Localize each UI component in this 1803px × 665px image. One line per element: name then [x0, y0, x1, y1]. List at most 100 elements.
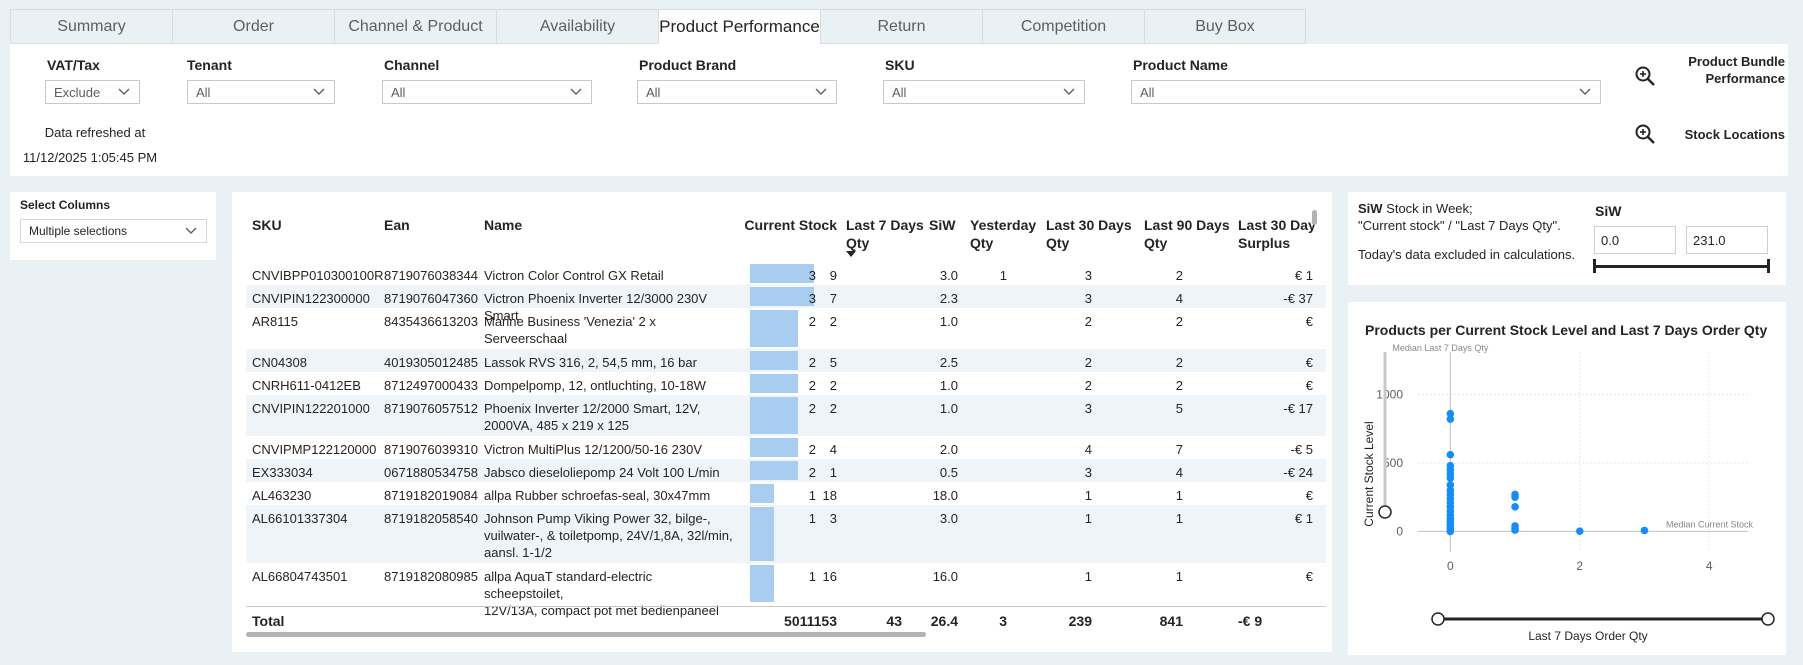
cell-name-line: aansl. 1-1/2 — [484, 545, 552, 560]
col-last-90-days-qty[interactable]: Last 90 Days Qty — [1144, 216, 1230, 252]
table-row[interactable]: CN04308 4019305012485 5 2.5 2 2 € Lassok RVS 31… — [246, 349, 1326, 372]
table-row[interactable]: CNVIPMP122120000 8719076039310 4 2.0 4 7 -€ 5 V… — [246, 436, 1326, 459]
sku-dropdown[interactable]: All — [883, 80, 1085, 104]
cell-last7: 3 — [808, 268, 816, 283]
total-siw: 26.4 — [930, 613, 958, 629]
channel-dropdown[interactable]: All — [382, 80, 592, 104]
cell-l30: 1 — [1084, 511, 1092, 526]
cell-yest: 1 — [999, 268, 1007, 283]
siw-line2: "Current stock" / "Last 7 Days Qty". — [1358, 218, 1561, 233]
siw-slicer-label: SiW — [1595, 203, 1622, 219]
siw-max-input[interactable]: 231.0 — [1686, 226, 1768, 254]
tab-product-performance[interactable]: Product Performance — [658, 9, 820, 44]
col-sku[interactable]: SKU — [252, 217, 282, 233]
table-row[interactable]: AL66101337304 8719182058540 3 3.0 1 1 € 1 Johns… — [246, 505, 1326, 563]
cell-siw: 1.0 — [939, 401, 958, 416]
tenant-label: Tenant — [187, 57, 232, 73]
cell-last7: 2 — [808, 442, 816, 457]
cell-ean: 8719182019084 — [384, 488, 478, 503]
last7-bar — [750, 507, 774, 561]
cell-sur: € — [1305, 355, 1313, 370]
data-point — [1511, 526, 1519, 534]
cell-sur: € — [1305, 378, 1313, 393]
cell-stock: 18 — [822, 488, 837, 503]
tab-competition[interactable]: Competition — [982, 9, 1144, 44]
tab-channel-product[interactable]: Channel & Product — [334, 9, 496, 44]
select-columns-value: Multiple selections — [29, 224, 128, 238]
cell-l90: 7 — [1175, 442, 1183, 457]
product-bundle-performance-link[interactable]: Product Bundle Performance — [1660, 53, 1785, 87]
median-y-annotation: Median Current Stock — [1666, 519, 1754, 529]
col-name[interactable]: Name — [484, 217, 523, 233]
scatter-chart: 0 500 1000 0 2 4 Median Last 7 Days Qty Median … — [1362, 343, 1775, 643]
cell-last7: 1 — [808, 569, 816, 584]
tenant-dropdown[interactable]: All — [187, 80, 335, 104]
data-point — [1575, 527, 1584, 535]
refresh-label: Data refreshed at — [44, 125, 146, 140]
x-zoom-handle-left — [1431, 612, 1445, 626]
siw-slider-min-handle[interactable] — [1593, 259, 1596, 273]
tab-order[interactable]: Order — [172, 9, 334, 44]
table-row[interactable]: AL463230 8719182019084 18 18.0 1 1 € allpa Rubb… — [246, 482, 1326, 505]
select-columns-dropdown[interactable]: Multiple selections — [20, 219, 207, 243]
col-yesterday-qty[interactable]: Yesterday Qty — [970, 216, 1036, 252]
table-row[interactable]: EX333034 0671880534758 1 0.5 3 4 -€ 24 Jabsco d… — [246, 459, 1326, 482]
cell-sku: AL463230 — [252, 488, 312, 503]
table-row[interactable]: AL66804743501 8719182080985 16 16.0 1 1 € allpa… — [246, 563, 1326, 618]
total-divider — [246, 606, 1326, 607]
siw-range-slider[interactable] — [1594, 265, 1769, 268]
col-sur-line2: Surplus — [1238, 235, 1291, 251]
col-current-stock[interactable]: Current Stock — [744, 217, 837, 233]
col-siw[interactable]: SiW — [929, 217, 956, 233]
cell-stock: 7 — [829, 291, 837, 306]
col-last-30-days-qty[interactable]: Last 30 Days Qty — [1046, 216, 1132, 252]
col-l90-line1: Last 90 Days — [1144, 217, 1230, 233]
data-point — [1511, 493, 1519, 502]
table-row[interactable]: CNRH611-0412EB 8712497000433 2 1.0 2 2 € Dompel… — [246, 372, 1326, 395]
tab-buy-box[interactable]: Buy Box — [1144, 9, 1306, 44]
col-ean[interactable]: Ean — [384, 217, 410, 233]
cell-stock: 16 — [822, 569, 837, 584]
cell-siw: 2.0 — [939, 442, 958, 457]
col-last7-line2: Qty — [846, 235, 870, 251]
cell-ean: 8719076038344 — [384, 268, 478, 283]
chevron-down-icon — [313, 88, 325, 95]
cell-sur: € — [1305, 314, 1313, 329]
vat-dropdown[interactable]: Exclude — [45, 80, 140, 104]
siw-bold-label: SiW — [1358, 201, 1383, 216]
stock-locations-link[interactable]: Stock Locations — [1684, 127, 1785, 142]
x-tick-label: 4 — [1706, 559, 1713, 573]
siw-min-input[interactable]: 0.0 — [1594, 226, 1676, 254]
cell-l90: 4 — [1175, 465, 1183, 480]
tab-summary[interactable]: Summary — [10, 9, 172, 44]
table-row[interactable]: AR8115 8435436613203 2 1.0 2 2 € Marine Busines… — [246, 308, 1326, 363]
col-last-30-day-surplus[interactable]: Last 30 Day Surplus — [1238, 216, 1318, 252]
cell-name-line: allpa Rubber schroefas-seal, 30x47mm — [484, 488, 711, 503]
chevron-down-icon — [118, 88, 130, 95]
col-last-7-days-qty[interactable]: Last 7 Days Qty — [846, 216, 924, 252]
cell-siw: 1.0 — [939, 378, 958, 393]
cell-stock: 1 — [829, 465, 837, 480]
zoom-in-icon[interactable] — [1634, 123, 1656, 145]
zoom-in-icon[interactable] — [1634, 65, 1656, 87]
vertical-scrollbar[interactable] — [1312, 210, 1317, 225]
cell-sur: € — [1305, 569, 1313, 584]
col-sur-line1: Last 30 Day — [1238, 217, 1316, 233]
table-row[interactable]: CNVIPIN122201000 8719076057512 2 1.0 3 5 -€ 17… — [246, 395, 1326, 436]
y-tick-label: 500 — [1383, 456, 1403, 470]
siw-slider-max-handle[interactable] — [1767, 259, 1770, 273]
horizontal-scrollbar[interactable] — [246, 632, 926, 637]
brand-dropdown[interactable]: All — [637, 80, 837, 104]
bundle-line2: Performance — [1705, 71, 1785, 86]
tab-availability[interactable]: Availability — [496, 9, 658, 44]
cell-siw: 3.0 — [939, 511, 958, 526]
tab-return[interactable]: Return — [820, 9, 982, 44]
table-row[interactable]: CNVIBPP010300100R 8719076038344 9 3.0 1 3 2 € 1… — [246, 262, 1326, 285]
cell-l90: 1 — [1175, 511, 1183, 526]
cell-l30: 1 — [1084, 569, 1092, 584]
product-name-dropdown[interactable]: All — [1131, 80, 1601, 104]
cell-name-line: Dompelpomp, 12, ontluchting, 10-18W — [484, 378, 706, 393]
last7-bar — [750, 438, 798, 457]
cell-l30: 2 — [1084, 355, 1092, 370]
table-row[interactable]: CNVIPIN122300000 8719076047360 7 2.3 3 4 -€ 37… — [246, 285, 1326, 323]
